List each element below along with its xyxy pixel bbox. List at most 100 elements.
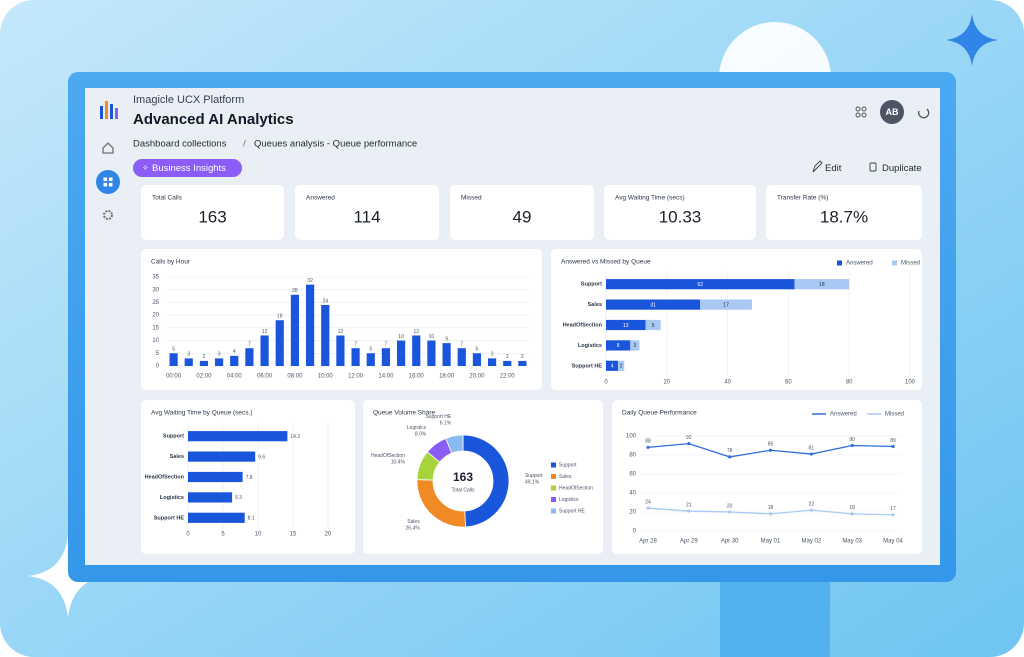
bar	[188, 431, 288, 442]
kpi-value: 49	[513, 207, 532, 226]
y-tick-label: 100	[626, 434, 637, 440]
data-label: 8	[617, 343, 620, 349]
kpi-card	[604, 185, 756, 240]
kpi-label: Missed	[461, 195, 482, 202]
line-point	[646, 506, 650, 510]
edit-button[interactable]: Edit	[825, 163, 842, 174]
bar	[503, 360, 512, 366]
bar	[169, 353, 178, 366]
avatar-initials: AB	[886, 107, 899, 117]
y-tick-label: HeadOfSection	[145, 474, 185, 480]
chart-title: Avg Waiting Time by Queue (secs.)	[151, 410, 253, 417]
data-label: 7	[460, 342, 463, 348]
breadcrumb-link[interactable]: Dashboard collections	[133, 139, 227, 150]
bar	[518, 360, 527, 366]
x-tick-label: May 02	[801, 539, 821, 545]
bar	[275, 320, 284, 366]
x-tick-label: 08:00	[287, 374, 303, 380]
line-point	[728, 455, 732, 459]
data-label: 5	[369, 347, 372, 353]
line-point	[687, 442, 691, 446]
data-label: 2	[203, 354, 206, 360]
insights-label: Business Insights	[152, 163, 226, 174]
x-tick-label: 22:00	[500, 374, 516, 380]
bar	[321, 304, 330, 366]
y-tick-label: Support HE	[154, 515, 185, 521]
duplicate-button[interactable]: Duplicate	[882, 163, 922, 174]
y-tick-label: 25	[152, 300, 159, 306]
x-tick-label: 14:00	[378, 374, 394, 380]
y-tick-label: Support HE	[572, 363, 603, 369]
chart-title: Queue Volume Share	[373, 410, 436, 417]
apps-icon[interactable]	[855, 106, 861, 112]
legend-label: HeadOfSection	[559, 485, 593, 491]
logo-bar	[115, 108, 118, 119]
data-label: 24	[322, 298, 328, 304]
sparkle	[28, 535, 108, 618]
data-label: 2	[521, 354, 524, 360]
kpi-card	[450, 185, 594, 240]
data-label: 81	[809, 445, 815, 451]
icon-part	[108, 177, 113, 182]
bar	[396, 340, 406, 366]
bar	[188, 451, 256, 462]
kpi-value: 163	[198, 207, 226, 226]
logo-bar	[110, 104, 113, 119]
legend-label: Answered	[830, 412, 857, 418]
data-label: 12	[413, 329, 419, 335]
legend-swatch	[551, 462, 556, 468]
sparkle-glyph: ✧	[142, 164, 149, 173]
insights-button[interactable]	[133, 159, 242, 177]
x-tick-label: 10:00	[318, 374, 334, 380]
data-label: 3	[187, 352, 190, 358]
history-icon[interactable]	[918, 108, 930, 119]
data-label: 18	[768, 505, 774, 511]
avatar[interactable]	[880, 100, 904, 124]
data-label: 12	[262, 329, 268, 335]
home-icon[interactable]	[102, 142, 114, 154]
data-label: 7	[354, 342, 357, 348]
data-label: 2	[620, 364, 623, 370]
data-label: 90	[849, 437, 855, 443]
data-label: 12	[338, 329, 344, 335]
center-value: 163	[453, 470, 473, 484]
legend-swatch	[551, 474, 556, 479]
x-tick-label: 02:00	[196, 374, 212, 380]
line-point	[768, 512, 773, 516]
slice-name: Sales	[407, 519, 420, 525]
icon-part	[861, 106, 867, 112]
x-tick-label: 10	[255, 532, 262, 538]
slice-name: Support	[525, 473, 543, 479]
slice-label: 49.1%	[525, 480, 540, 486]
x-tick-label: 80	[846, 380, 853, 386]
platform-name: Imagicle UCX Platform	[133, 94, 244, 106]
legend-label: Support HE	[559, 508, 586, 514]
y-tick-label: Sales	[588, 302, 602, 308]
data-label: 5	[652, 323, 655, 329]
x-tick-label: 60	[785, 380, 792, 386]
top-icons: AB	[855, 100, 930, 124]
x-tick-label: 20	[325, 532, 332, 538]
data-label: 3	[218, 352, 221, 358]
bar	[412, 335, 421, 366]
data-label: 3	[633, 343, 636, 349]
legend-swatch	[837, 260, 842, 266]
bar	[700, 299, 752, 310]
settings-icon[interactable]	[103, 210, 113, 220]
edit-icon[interactable]	[812, 160, 823, 173]
bar	[305, 284, 315, 366]
kpi-value: 114	[353, 207, 380, 226]
bar	[351, 348, 360, 366]
chart-title: Answered vs Missed by Queue	[561, 259, 651, 266]
dashboard-icon[interactable]	[96, 170, 120, 194]
slice-name: Support HE	[425, 414, 452, 420]
duplicate-icon[interactable]	[869, 162, 877, 172]
y-tick-label: 0	[156, 364, 160, 370]
x-tick-label: 0	[186, 532, 190, 538]
bar	[381, 348, 391, 366]
x-tick-label: 20:00	[469, 374, 485, 380]
data-label: 6.3	[235, 495, 242, 501]
x-tick-label: May 03	[842, 539, 862, 545]
kpi-card	[295, 185, 439, 240]
y-tick-label: 60	[629, 472, 636, 478]
